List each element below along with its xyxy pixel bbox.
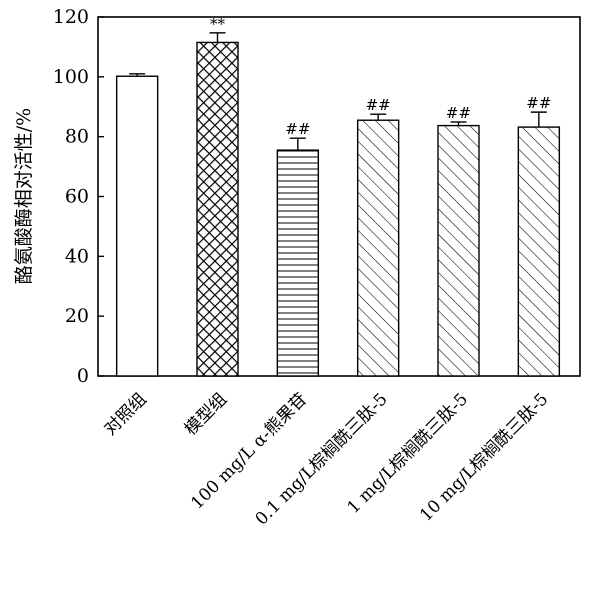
y-tick-label: 80 bbox=[65, 126, 89, 148]
significance-label: ## bbox=[526, 94, 551, 112]
plot-frame bbox=[97, 16, 581, 377]
y-tick-label: 120 bbox=[53, 6, 89, 28]
y-tick-label: 0 bbox=[77, 365, 89, 387]
bar bbox=[276, 149, 320, 377]
x-category-label: 0.1 mg/L棕榈酰三肽-5 bbox=[252, 389, 392, 529]
significance-label: ** bbox=[210, 15, 226, 33]
bar bbox=[437, 124, 480, 377]
plot-border bbox=[97, 16, 581, 377]
bar bbox=[196, 41, 239, 377]
bar bbox=[115, 75, 159, 377]
significance-label: ## bbox=[366, 96, 391, 114]
bar bbox=[356, 119, 400, 377]
y-axis: 0 20 40 60 80 100 120 bbox=[53, 6, 104, 387]
y-axis-label: 酪氨酸酶相对活性/% bbox=[13, 108, 35, 284]
y-tick-label: 100 bbox=[53, 66, 89, 88]
significance-label: ## bbox=[446, 104, 471, 122]
x-category-label: 对照组 bbox=[100, 389, 150, 439]
significance-label: ## bbox=[285, 120, 310, 138]
bar-series: ** ## ## ## ## bbox=[115, 15, 561, 377]
y-tick-label: 60 bbox=[65, 186, 89, 208]
y-tick-label: 40 bbox=[65, 245, 89, 267]
y-tick-label: 20 bbox=[65, 305, 89, 327]
bar bbox=[517, 126, 561, 377]
x-category-label: 模型组 bbox=[181, 389, 231, 439]
